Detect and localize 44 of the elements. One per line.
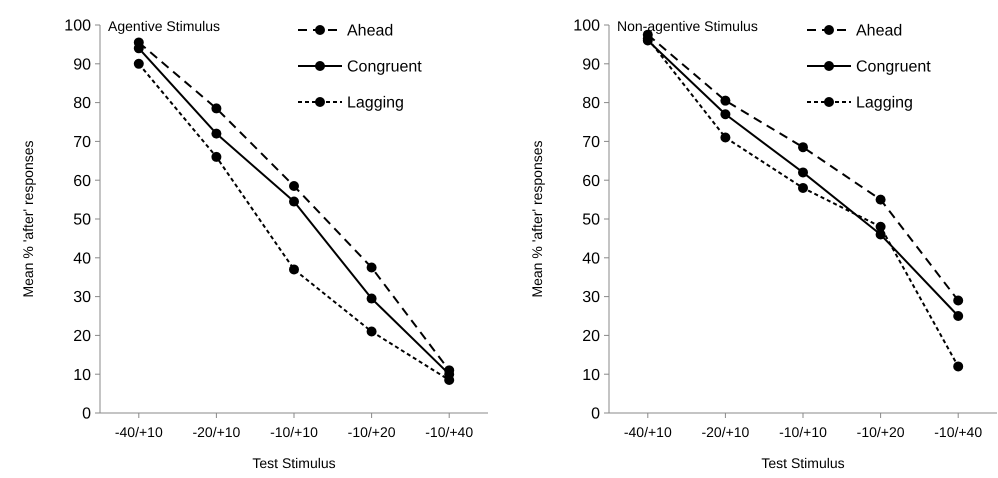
legend-label: Ahead <box>856 22 902 40</box>
legend-label: Congruent <box>856 58 932 76</box>
y-tick-label: 70 <box>582 134 600 151</box>
y-tick-label: 80 <box>73 95 92 112</box>
y-tick-label: 90 <box>73 56 92 74</box>
x-tick-label: -10/+40 <box>934 424 982 440</box>
legend-label: Ahead <box>347 22 394 40</box>
y-tick-label: 30 <box>582 289 600 306</box>
y-tick-label: 0 <box>82 406 92 423</box>
y-axis-title: Mean % 'after' responses <box>20 140 36 298</box>
legend-label: Lagging <box>347 94 404 112</box>
y-tick-label: 10 <box>582 366 600 384</box>
y-axis-title: Mean % 'after' responses <box>529 140 545 298</box>
y-tick-label: 70 <box>73 134 92 151</box>
y-tick-label: 60 <box>582 172 600 190</box>
chart-title: Non-agentive Stimulus <box>617 18 758 34</box>
y-tick-label: 0 <box>591 406 600 423</box>
y-tick-label: 50 <box>582 212 600 229</box>
x-tick-label: -10/+20 <box>348 424 396 440</box>
y-tick-label: 90 <box>582 56 600 74</box>
y-tick-label: 30 <box>73 289 92 306</box>
y-tick-label: 40 <box>582 250 600 268</box>
legend-label: Lagging <box>856 94 913 112</box>
y-tick-label: 50 <box>73 212 92 229</box>
x-tick-label: -40/+10 <box>624 424 672 440</box>
y-tick-label: 80 <box>582 95 600 112</box>
x-tick-label: -20/+10 <box>701 424 750 440</box>
x-tick-label: -10/+20 <box>856 424 905 440</box>
y-tick-label: 100 <box>64 18 92 35</box>
x-tick-label: -40/+10 <box>114 424 163 440</box>
x-axis-title: Test Stimulus <box>761 455 845 471</box>
y-tick-label: 100 <box>573 18 600 35</box>
x-tick-label: -20/+10 <box>192 424 241 440</box>
y-tick-label: 20 <box>582 328 600 345</box>
x-tick-label: -10/+10 <box>779 424 828 440</box>
x-tick-label: -10/+40 <box>425 424 474 440</box>
y-tick-label: 60 <box>73 172 92 190</box>
x-tick-label: -10/+10 <box>270 424 318 440</box>
legend-label: Congruent <box>347 58 422 76</box>
y-tick-label: 40 <box>73 250 92 268</box>
x-axis-title: Test Stimulus <box>252 455 336 471</box>
y-tick-label: 20 <box>73 328 92 345</box>
chart-title: Agentive Stimulus <box>108 18 220 34</box>
y-tick-label: 10 <box>73 366 92 384</box>
